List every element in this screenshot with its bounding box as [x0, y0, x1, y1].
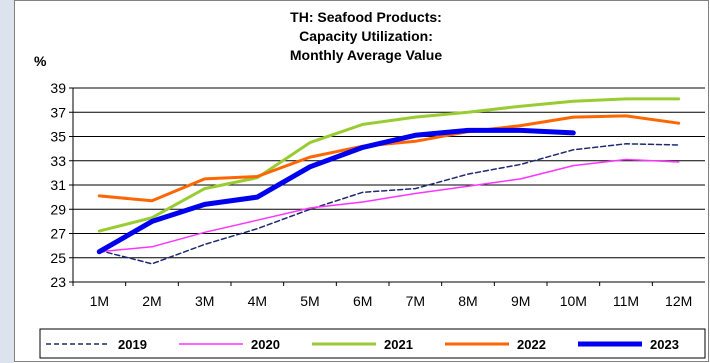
legend-label-2023: 2023 — [650, 337, 679, 352]
series-line-2019 — [98, 143, 680, 265]
y-tick-label-27: 27 — [50, 226, 66, 242]
x-tick-label-3M: 3M — [195, 293, 214, 309]
x-tick-label-1M: 1M — [90, 293, 109, 309]
x-tick-label-11M: 11M — [613, 293, 639, 309]
y-tick-label-31: 31 — [50, 177, 66, 193]
legend-label-2021: 2021 — [384, 337, 413, 352]
x-tick-label-4M: 4M — [248, 293, 267, 309]
legend-label-2019: 2019 — [118, 337, 147, 352]
x-tick-labels: 1M 2M 3M 4M 5M 6M 7M 8M 9M 10M 11M 12M — [90, 293, 693, 309]
chart-frame — [14, 0, 709, 362]
y-tick-label-25: 25 — [50, 250, 66, 266]
series-line-2021 — [97, 97, 681, 233]
chart-title-line-2: Capacity Utilization: — [299, 28, 433, 44]
legend-label-2020: 2020 — [251, 337, 280, 352]
legend-label-2022: 2022 — [517, 337, 546, 352]
chart-title-line-3: Monthly Average Value — [290, 47, 442, 63]
y-tick-label-33: 33 — [50, 153, 66, 169]
gridlines — [73, 87, 705, 259]
x-tick-label-12M: 12M — [665, 293, 692, 309]
series-line-2022 — [97, 114, 681, 203]
chart-title-line-1: TH: Seafood Products: — [290, 9, 442, 25]
x-tick-label-6M: 6M — [353, 293, 372, 309]
y-axis-label: % — [34, 53, 47, 69]
x-tick-label-8M: 8M — [458, 293, 477, 309]
x-tick-label-5M: 5M — [300, 293, 319, 309]
y-tick-labels: 23 25 27 29 31 33 35 37 39 — [50, 80, 66, 290]
x-tick-label-10M: 10M — [560, 293, 587, 309]
y-tick-label-29: 29 — [50, 201, 66, 217]
series-line-2023 — [96, 127, 576, 255]
chart-title: TH: Seafood Products: Capacity Utilizati… — [290, 9, 442, 63]
x-tick-label-9M: 9M — [511, 293, 530, 309]
axes — [69, 87, 705, 286]
series-line-2020 — [98, 158, 680, 253]
left-margin-strip — [0, 0, 14, 363]
y-tick-label-23: 23 — [50, 274, 66, 290]
legend: 2019 2020 2021 2022 2023 — [39, 328, 706, 359]
x-tick-label-7M: 7M — [406, 293, 425, 309]
y-tick-label-37: 37 — [50, 104, 66, 120]
x-tick-label-2M: 2M — [142, 293, 161, 309]
series-lines — [96, 97, 681, 265]
y-tick-label-39: 39 — [50, 80, 66, 96]
y-tick-label-35: 35 — [50, 129, 66, 145]
